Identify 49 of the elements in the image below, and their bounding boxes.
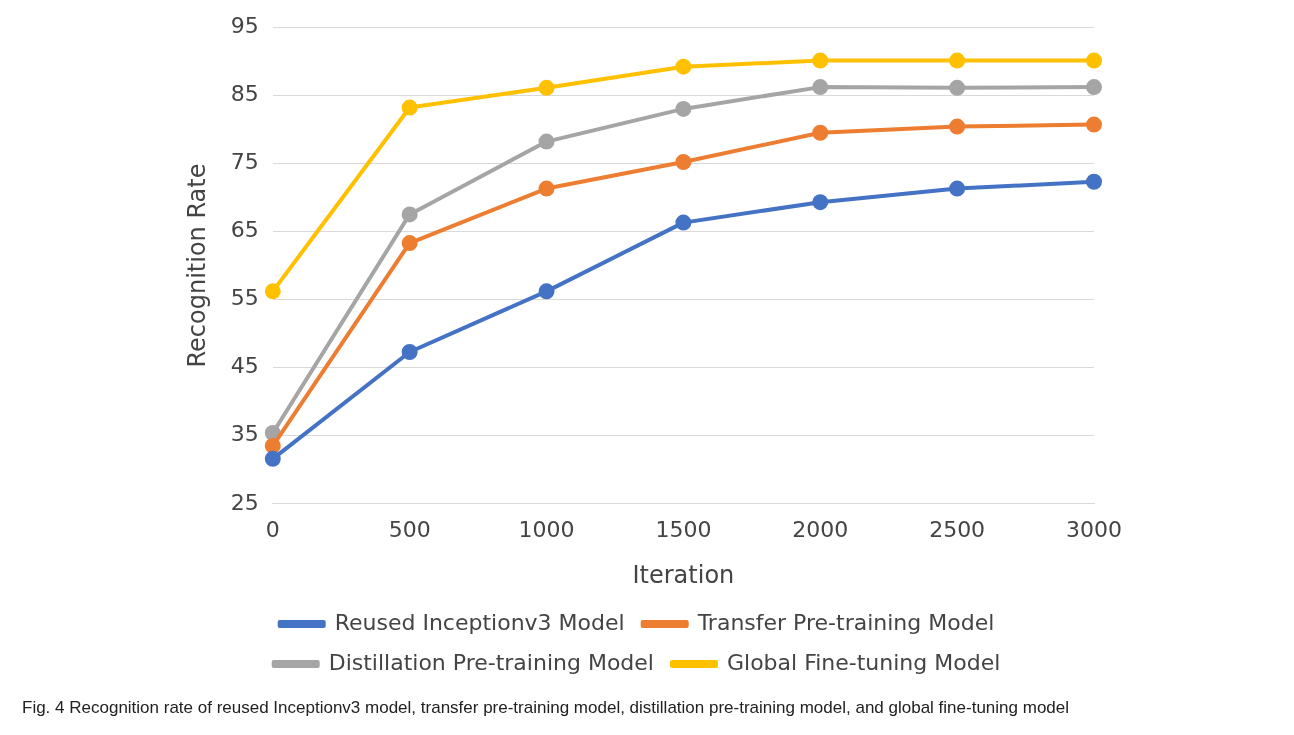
y-tick-label: 95 — [230, 12, 259, 38]
y-tick-label: 85 — [230, 81, 259, 106]
point — [264, 437, 281, 454]
point — [949, 79, 966, 96]
x-tick-label: 1500 — [655, 516, 712, 542]
y-tick-label: 55 — [230, 285, 259, 311]
point — [538, 283, 555, 300]
point — [812, 194, 829, 211]
point — [812, 124, 829, 141]
point — [949, 52, 966, 69]
y-tick-label: 45 — [230, 353, 259, 379]
y-tick-label: 65 — [230, 217, 259, 243]
y-axis-title: Recognition Rate — [182, 163, 211, 368]
point — [675, 100, 692, 117]
x-tick-label: 1000 — [518, 516, 575, 542]
legend-label: Reused Inceptionv3 Model — [334, 609, 625, 635]
x-tick-label: 3000 — [1066, 516, 1122, 542]
point — [401, 343, 418, 360]
point — [538, 133, 555, 150]
point — [264, 283, 281, 300]
point — [675, 214, 692, 231]
point — [949, 180, 966, 197]
legend-label: Distillation Pre-training Model — [328, 649, 654, 675]
point — [675, 58, 692, 75]
y-tick-label: 35 — [230, 421, 259, 447]
x-tick-label: 500 — [388, 516, 431, 542]
point — [1086, 52, 1102, 69]
point — [812, 79, 829, 96]
point — [264, 450, 281, 467]
legend-label: Global Fine-tuning Model — [726, 649, 1001, 675]
point — [812, 52, 829, 69]
legend-label: Transfer Pre-training Model — [696, 609, 995, 635]
point — [538, 79, 555, 96]
point — [1086, 173, 1102, 190]
caption: Fig. 4 Recognition rate of reused Inceptionv3 model, transfer pre-training model, distillation pre-training model, and global fine-tuning model — [22, 698, 1070, 718]
point — [949, 118, 966, 135]
x-tick-label: 2000 — [792, 516, 849, 542]
point — [401, 235, 418, 252]
point — [401, 206, 418, 223]
point — [538, 180, 555, 197]
point — [1086, 79, 1102, 96]
y-tick-label: 25 — [230, 489, 259, 515]
point — [675, 154, 692, 171]
point — [401, 99, 418, 116]
x-tick-label: 2500 — [929, 516, 986, 542]
x-axis-title: Iteration — [632, 560, 735, 589]
y-tick-label: 75 — [230, 149, 259, 175]
x-tick-label: 0 — [265, 516, 280, 542]
point — [1086, 116, 1102, 133]
